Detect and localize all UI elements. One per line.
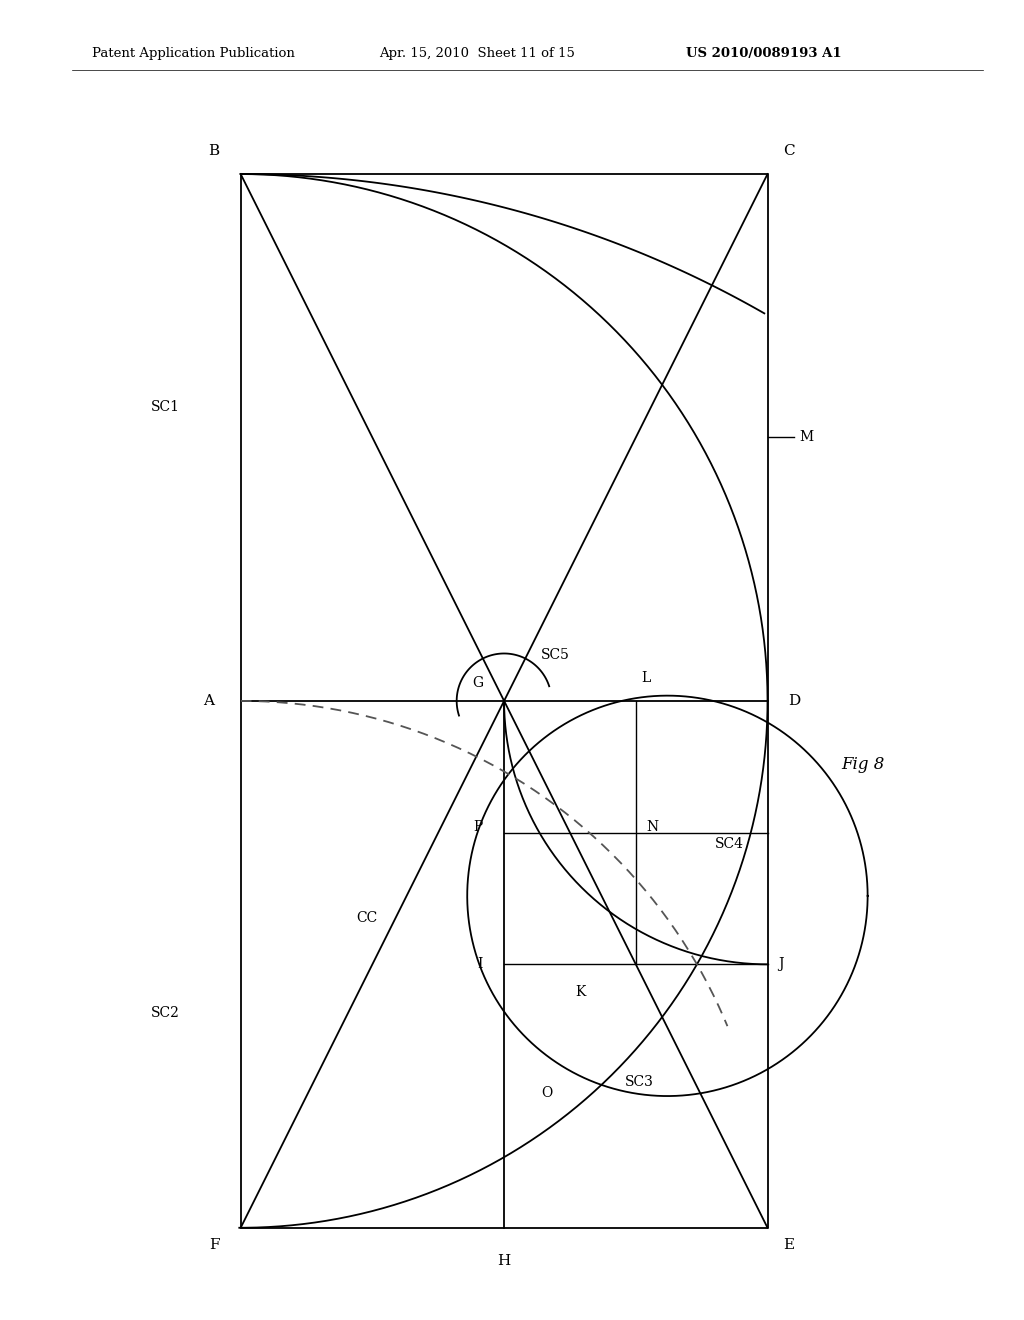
Text: SC3: SC3 (626, 1074, 654, 1089)
Text: SC4: SC4 (715, 837, 743, 851)
Text: E: E (783, 1238, 795, 1253)
Text: N: N (646, 820, 658, 834)
Text: CC: CC (356, 911, 378, 925)
Text: M: M (799, 430, 813, 445)
Text: Fig 8: Fig 8 (842, 755, 885, 772)
Text: SC2: SC2 (152, 1006, 180, 1020)
Text: SC1: SC1 (152, 400, 180, 414)
Text: F: F (209, 1238, 219, 1253)
Text: D: D (788, 694, 801, 708)
Text: Patent Application Publication: Patent Application Publication (92, 46, 295, 59)
Text: P: P (474, 820, 483, 834)
Text: Apr. 15, 2010  Sheet 11 of 15: Apr. 15, 2010 Sheet 11 of 15 (379, 46, 574, 59)
Text: G: G (472, 676, 483, 690)
Text: H: H (498, 1254, 511, 1269)
Text: I: I (477, 957, 483, 972)
Text: K: K (575, 986, 586, 999)
Text: J: J (778, 957, 783, 972)
Text: US 2010/0089193 A1: US 2010/0089193 A1 (686, 46, 842, 59)
Text: O: O (541, 1085, 552, 1100)
Text: C: C (783, 144, 795, 158)
Text: SC5: SC5 (541, 648, 569, 661)
Text: L: L (641, 671, 650, 685)
Text: A: A (204, 694, 214, 708)
Text: B: B (209, 144, 219, 158)
